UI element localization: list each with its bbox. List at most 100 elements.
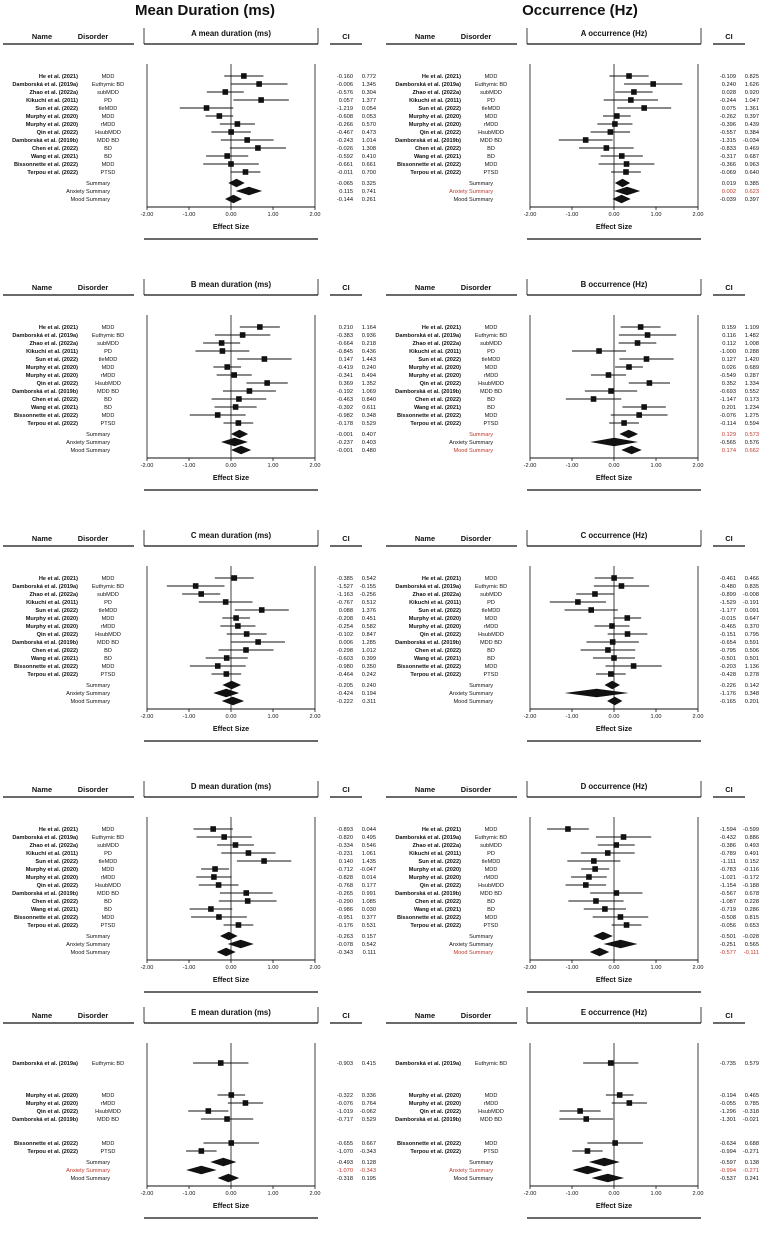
ci-lower-value: -0.192 <box>337 389 353 395</box>
study-name: Damborská et al. (2019a) <box>12 584 78 590</box>
ci-upper-value: 0.348 <box>362 413 376 419</box>
study-row: Sun et al. (2022) tleMDD 0.088 1.376 <box>35 607 376 614</box>
study-disorder: PTSD <box>101 923 116 929</box>
ci-lower-value: -0.266 <box>337 122 353 128</box>
study-name: Chen et al. (2022) <box>415 648 461 654</box>
ci-lower-value: -0.298 <box>337 648 353 654</box>
ci-upper-value: 0.348 <box>745 691 759 697</box>
ci-upper-value: 0.661 <box>362 162 376 168</box>
summary-label: Mood Summary <box>71 1176 111 1182</box>
study-row: Kikuchi et al. (2011) PD 0.057 1.377 <box>26 97 376 104</box>
study-row: Damborská et al. (2019b) MDD BD -1.301 -0.0… <box>395 1116 759 1123</box>
ci-upper-value: 0.091 <box>745 608 759 614</box>
study-row: Wang et al. (2021) BD -0.501 0.501 <box>414 655 759 662</box>
x-axis-label: Effect Size <box>213 222 249 231</box>
ci-lower-value: -0.055 <box>720 1101 736 1107</box>
study-name: Damborská et al. (2019a) <box>12 835 78 841</box>
summary-label: Anxiety Summary <box>449 189 493 195</box>
study-disorder: PTSD <box>484 1149 499 1155</box>
study-row: Terpou et al. (2022) PTSD -0.994 -0.271 <box>410 1148 759 1155</box>
study-name: Kikuchi et al. (2011) <box>409 98 461 104</box>
study-name: Qin et al. (2022) <box>37 883 78 889</box>
x-tick-label: 2.00 <box>693 965 704 971</box>
study-disorder: Euthymic BD <box>475 584 507 590</box>
study-name: Sun et al. (2022) <box>35 106 78 112</box>
ci-lower-value: 0.159 <box>722 325 736 331</box>
study-name: Kikuchi et al. (2011) <box>409 851 461 857</box>
point-estimate-marker <box>607 1060 614 1066</box>
summary-label: Summary <box>86 432 110 438</box>
ci-lower-value: -0.006 <box>337 82 353 88</box>
ci-upper-value: 0.157 <box>362 934 376 940</box>
x-tick-label: 2.00 <box>693 212 704 218</box>
study-disorder: BD <box>104 656 112 662</box>
study-disorder: PD <box>104 600 112 606</box>
ci-upper-value: 0.439 <box>745 122 759 128</box>
study-row: Bissonnette et al. (2022) MDD -0.076 1.275 <box>397 412 759 419</box>
study-disorder: PTSD <box>101 1149 116 1155</box>
study-name: Chen et al. (2022) <box>415 899 461 905</box>
ci-lower-value: 0.352 <box>722 381 736 387</box>
point-estimate-marker <box>618 583 625 589</box>
point-estimate-marker <box>636 412 642 418</box>
ci-lower-value: -0.567 <box>720 891 736 897</box>
summary-row: Anxiety Summary 0.115 0.741 <box>66 186 376 196</box>
x-tick-label: 2.00 <box>310 212 321 218</box>
summary-label: Anxiety Summary <box>66 189 110 195</box>
panel-title: E occurrence (Hz) <box>581 1008 648 1017</box>
point-estimate-marker <box>234 121 241 127</box>
summary-row: Anxiety Summary -0.078 0.542 <box>66 939 376 949</box>
study-row: Zhao et al. (2022a) subMDD -0.664 0.218 <box>30 340 376 347</box>
ci-lower-value: -0.078 <box>337 942 353 948</box>
x-tick-label: -2.00 <box>524 1191 537 1197</box>
study-name: Damborská et al. (2019a) <box>395 835 461 841</box>
study-row: Qin et al. (2022) HsubMDD 0.369 1.352 <box>37 380 376 387</box>
ci-lower-value: -0.341 <box>337 373 353 379</box>
point-estimate-marker <box>613 842 620 848</box>
ci-upper-value: 0.336 <box>362 1093 376 1099</box>
ci-upper-value: 0.195 <box>362 1176 376 1182</box>
summary-diamond <box>217 1173 240 1183</box>
study-row: Chen et al. (2022) BD -0.795 0.506 <box>415 647 759 654</box>
panel-title: A occurrence (Hz) <box>581 29 648 38</box>
point-estimate-marker <box>221 834 227 840</box>
ci-upper-value: 1.334 <box>745 381 759 387</box>
summary-label: Summary <box>469 934 493 940</box>
ci-lower-value: -0.501 <box>720 656 736 662</box>
study-row: Kikuchi et al. (2011) PD -1.529 -0.191 <box>409 599 759 606</box>
point-estimate-marker <box>216 914 222 920</box>
ci-upper-value: 1.014 <box>362 138 376 144</box>
study-disorder: BD <box>487 146 495 152</box>
study-row: Zhao et al. (2022a) subMDD 0.028 0.920 <box>413 89 759 96</box>
ci-lower-value: -0.828 <box>337 875 353 881</box>
summary-diamond <box>228 178 245 188</box>
study-disorder: HsubMDD <box>478 1109 504 1115</box>
study-name: Terpou et al. (2022) <box>410 1149 461 1155</box>
study-name: Qin et al. (2022) <box>37 1109 78 1115</box>
ci-upper-value: 0.886 <box>745 835 759 841</box>
study-name: Damborská et al. (2019b) <box>12 891 78 897</box>
summary-label: Mood Summary <box>454 1176 494 1182</box>
study-name: He et al. (2021) <box>422 827 461 833</box>
study-row: Wang et al. (2021) BD -0.392 0.611 <box>31 404 376 411</box>
study-name: Kikuchi et al. (2011) <box>26 600 78 606</box>
point-estimate-marker <box>620 834 627 840</box>
summary-row: Summary -0.001 0.407 <box>86 429 376 439</box>
ci-upper-value: 1.275 <box>745 413 759 419</box>
study-row: Terpou et al. (2022) PTSD -0.464 0.242 <box>27 671 376 678</box>
study-name: Chen et al. (2022) <box>32 397 78 403</box>
point-estimate-marker <box>643 356 650 362</box>
point-estimate-marker <box>641 105 647 111</box>
ci-upper-value: 0.542 <box>362 576 376 582</box>
ci-lower-value: -1.019 <box>337 1109 353 1115</box>
ci-lower-value: -0.845 <box>337 349 353 355</box>
name-column-header: Name <box>415 1011 435 1020</box>
ci-upper-value: 0.325 <box>362 181 376 187</box>
study-name: Murphy et al. (2020) <box>26 875 78 881</box>
study-row: Kikuchi et al. (2011) PD -0.767 0.512 <box>26 599 376 606</box>
ci-lower-value: -1.529 <box>720 600 736 606</box>
ci-upper-value: 0.494 <box>362 373 376 379</box>
ci-lower-value: -0.576 <box>337 90 353 96</box>
study-name: Zhao et al. (2022a) <box>413 843 462 849</box>
point-estimate-marker <box>621 420 627 426</box>
